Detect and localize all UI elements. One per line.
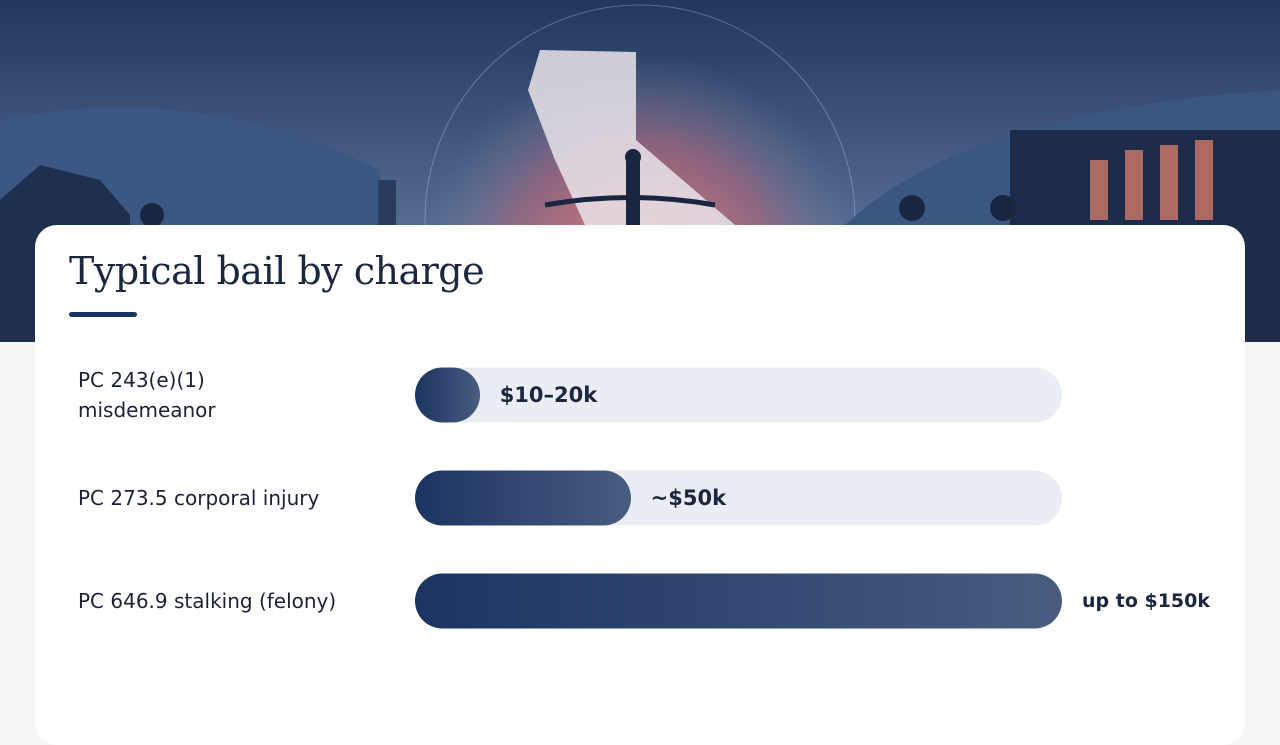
bar: [415, 367, 480, 423]
page: Typical bail by charge PC 243(e)(1) misd…: [0, 0, 1280, 629]
value-label: ~$50k: [650, 486, 727, 510]
chart-card: Typical bail by charge PC 243(e)(1) misd…: [35, 225, 1245, 745]
chart-title: Typical bail by charge: [69, 249, 485, 293]
bar: [415, 573, 1062, 629]
bar: [415, 470, 631, 526]
category-label: PC 243(e)(1) misdemeanor: [78, 368, 216, 422]
category-label: PC 646.9 stalking (felony): [78, 589, 337, 613]
title-accent: [69, 312, 137, 317]
bar-track: [415, 573, 1062, 629]
category-label: PC 273.5 corporal injury: [78, 486, 320, 510]
value-label: up to $150k: [1082, 590, 1211, 612]
bar-track: [415, 470, 1062, 526]
value-label: $10–20k: [499, 383, 598, 407]
bar-track: [415, 367, 1062, 423]
